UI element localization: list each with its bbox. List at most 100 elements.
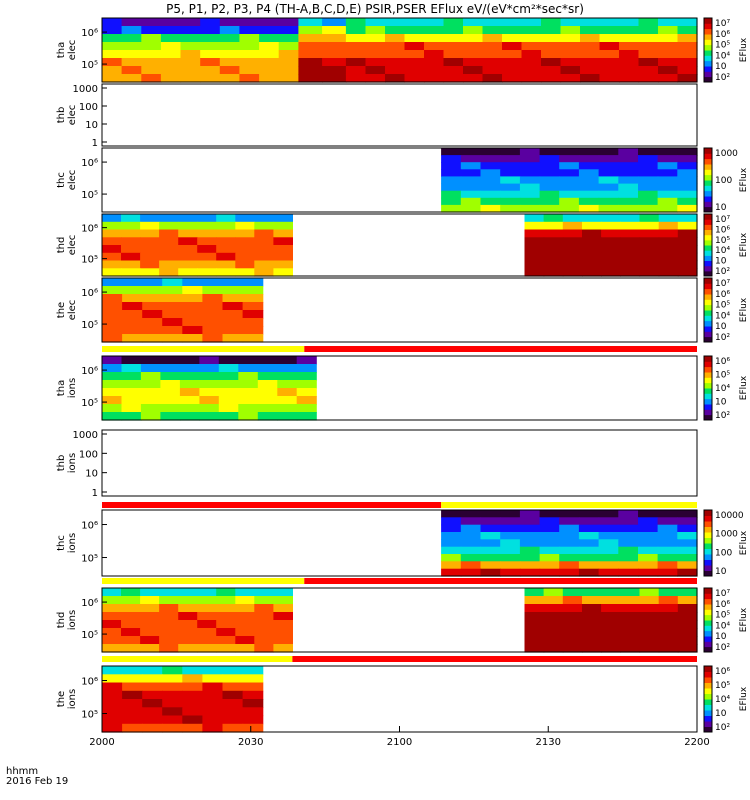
heatmap-cell xyxy=(102,724,123,733)
heatmap-cell xyxy=(658,148,678,156)
heatmap-cell xyxy=(298,74,322,83)
colorbar-segment xyxy=(704,299,712,305)
colorbar-tick-label: 10000 xyxy=(715,511,744,521)
colorbar-segment xyxy=(704,631,712,637)
heatmap-cell xyxy=(658,205,678,213)
heatmap-cell xyxy=(239,34,259,43)
heatmap-cell xyxy=(199,412,219,421)
heatmap-cell xyxy=(461,169,481,177)
heatmap-cell xyxy=(677,148,697,156)
y-axis-label: thcions xyxy=(56,533,78,553)
heatmap-cell xyxy=(178,636,198,645)
heatmap-cell xyxy=(259,50,279,59)
heatmap-cell xyxy=(618,162,638,170)
colorbar-tick-label: 10² xyxy=(715,723,730,733)
heatmap-cell xyxy=(500,198,520,206)
heatmap-cell xyxy=(142,318,163,327)
heatmap-cell xyxy=(102,74,122,83)
heatmap-cell xyxy=(659,588,679,597)
heatmap-cell xyxy=(182,278,203,287)
heatmap-cell xyxy=(178,214,198,222)
heatmap-cell xyxy=(619,50,639,59)
heatmap-cell xyxy=(322,42,346,51)
heatmap-cell xyxy=(254,237,274,245)
colorbar-segment xyxy=(704,191,712,197)
heatmap-cell xyxy=(677,169,697,177)
colorbar-tick-label: 10⁳ xyxy=(715,257,727,267)
heatmap-cell xyxy=(140,222,160,230)
colorbar-segment xyxy=(704,683,712,689)
heatmap-cell xyxy=(180,356,200,365)
heatmap-cell xyxy=(659,636,679,645)
colorbar-segment xyxy=(704,565,712,571)
heatmap-cell xyxy=(259,26,279,35)
heatmap-cell xyxy=(463,26,483,35)
heatmap-cell xyxy=(620,253,640,261)
heatmap-cell xyxy=(601,636,621,645)
colorbar-segment xyxy=(704,230,712,236)
heatmap-cell xyxy=(540,184,560,192)
colorbar-tick-label: 10⁳ xyxy=(715,632,727,642)
heatmap-cell xyxy=(254,620,274,629)
heatmap-cell xyxy=(223,699,244,708)
heatmap-cell xyxy=(461,191,481,199)
heatmap-cell xyxy=(561,18,581,27)
heatmap-cell xyxy=(678,230,698,238)
heatmap-cell xyxy=(122,699,143,708)
heatmap-cell xyxy=(182,318,203,327)
plot-stack: P5, P1, P2, P3, P4 (TH-A,B,C,D,E) PSIR,P… xyxy=(0,0,750,800)
heatmap-cell xyxy=(678,261,698,269)
colorbar-segment xyxy=(704,71,712,77)
heatmap-cell xyxy=(102,691,123,700)
heatmap-cell xyxy=(219,396,239,405)
heatmap-cell xyxy=(658,191,678,199)
heatmap-cell xyxy=(216,261,236,269)
colorbar-segment xyxy=(704,261,712,267)
heatmap-cell xyxy=(600,26,620,35)
colorbar-tick-label: 10⁵ xyxy=(715,301,730,311)
heatmap-cell xyxy=(541,50,561,59)
heatmap-cell xyxy=(200,74,220,83)
heatmap-cell xyxy=(483,18,503,27)
heatmap-cell xyxy=(385,18,405,27)
heatmap-cell xyxy=(540,176,560,184)
heatmap-cell xyxy=(678,74,698,83)
heatmap-cell xyxy=(500,547,520,555)
heatmap-cell xyxy=(243,707,264,716)
colorbar-segment xyxy=(704,180,712,186)
heatmap-cell xyxy=(502,58,522,67)
heatmap-cell xyxy=(180,396,200,405)
heatmap-cell xyxy=(658,34,678,43)
heatmap-cell xyxy=(658,162,678,170)
heatmap-cell xyxy=(579,532,599,540)
mode-bar-red xyxy=(102,502,441,508)
heatmap-cell xyxy=(122,388,142,397)
heatmap-cell xyxy=(141,26,161,35)
heatmap-cell xyxy=(463,74,483,83)
heatmap-cell xyxy=(601,604,621,613)
heatmap-cell xyxy=(677,191,697,199)
heatmap-cell xyxy=(677,155,697,163)
heatmap-cell xyxy=(563,268,583,276)
heatmap-cell xyxy=(322,74,346,83)
heatmap-cell xyxy=(561,34,581,43)
heatmap-cell xyxy=(197,214,217,222)
mode-bar-yellow xyxy=(102,578,304,584)
heatmap-cell xyxy=(677,517,697,525)
heatmap-cell xyxy=(180,412,200,421)
heatmap-cell xyxy=(500,205,520,213)
heatmap-cell xyxy=(483,66,503,75)
heatmap-cell xyxy=(258,356,278,365)
heatmap-cell xyxy=(259,34,279,43)
heatmap-cell xyxy=(599,539,619,547)
heatmap-cell xyxy=(220,26,240,35)
heatmap-cell xyxy=(525,222,545,230)
heatmap-cell xyxy=(202,674,223,683)
heatmap-cell xyxy=(620,612,640,621)
heatmap-cell xyxy=(322,58,346,67)
heatmap-cell xyxy=(178,253,198,261)
heatmap-cell xyxy=(346,58,366,67)
colorbar-segment xyxy=(704,409,712,415)
heatmap-cell xyxy=(559,162,579,170)
colorbar-segment xyxy=(704,615,712,621)
